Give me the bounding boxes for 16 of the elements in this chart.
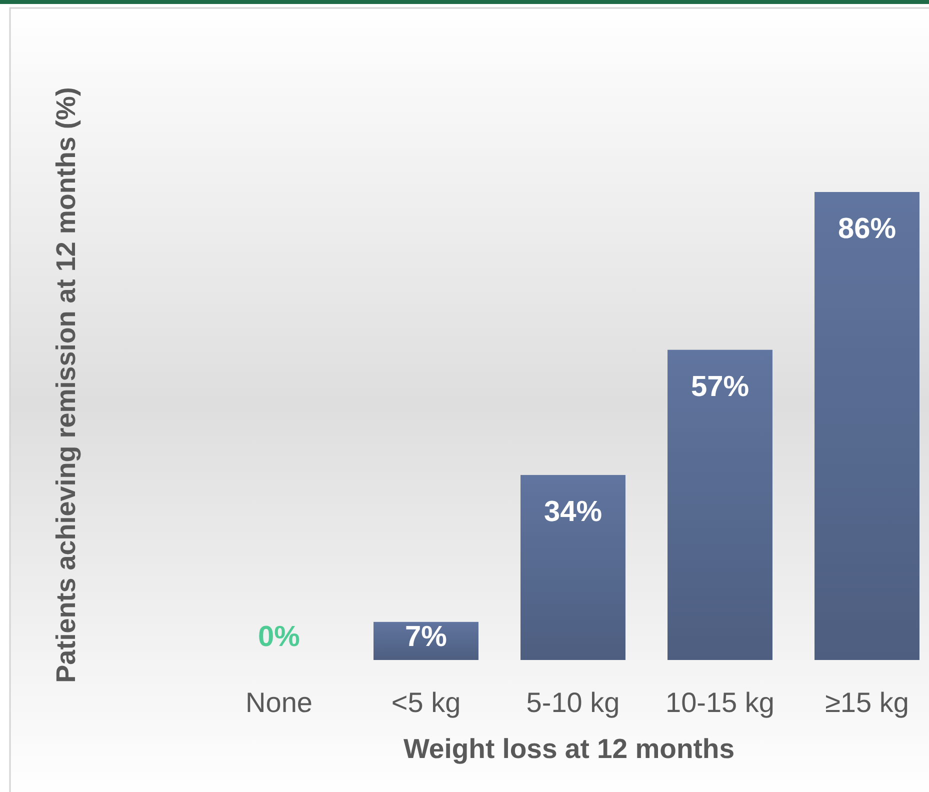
x-axis-title: Weight loss at 12 months: [403, 733, 735, 764]
bar: [374, 622, 478, 660]
x-tick-label: None: [246, 687, 312, 718]
x-tick-label: 10-15 kg: [666, 687, 774, 718]
bar: [520, 474, 626, 660]
data-label: 57%: [690, 370, 750, 403]
data-label: 7%: [405, 621, 448, 653]
x-tick-label: 5-10 kg: [526, 687, 620, 718]
bar: [814, 192, 920, 660]
y-axis-title: Patients achieving remission at 12 months (%): [51, 87, 81, 683]
x-tick-label: ≥15 kg: [825, 687, 909, 718]
bar: [668, 350, 772, 660]
data-label: 0%: [258, 621, 300, 653]
data-label: 34%: [544, 496, 602, 528]
x-tick-label: <5 kg: [391, 687, 461, 718]
data-label: 86%: [838, 213, 896, 245]
